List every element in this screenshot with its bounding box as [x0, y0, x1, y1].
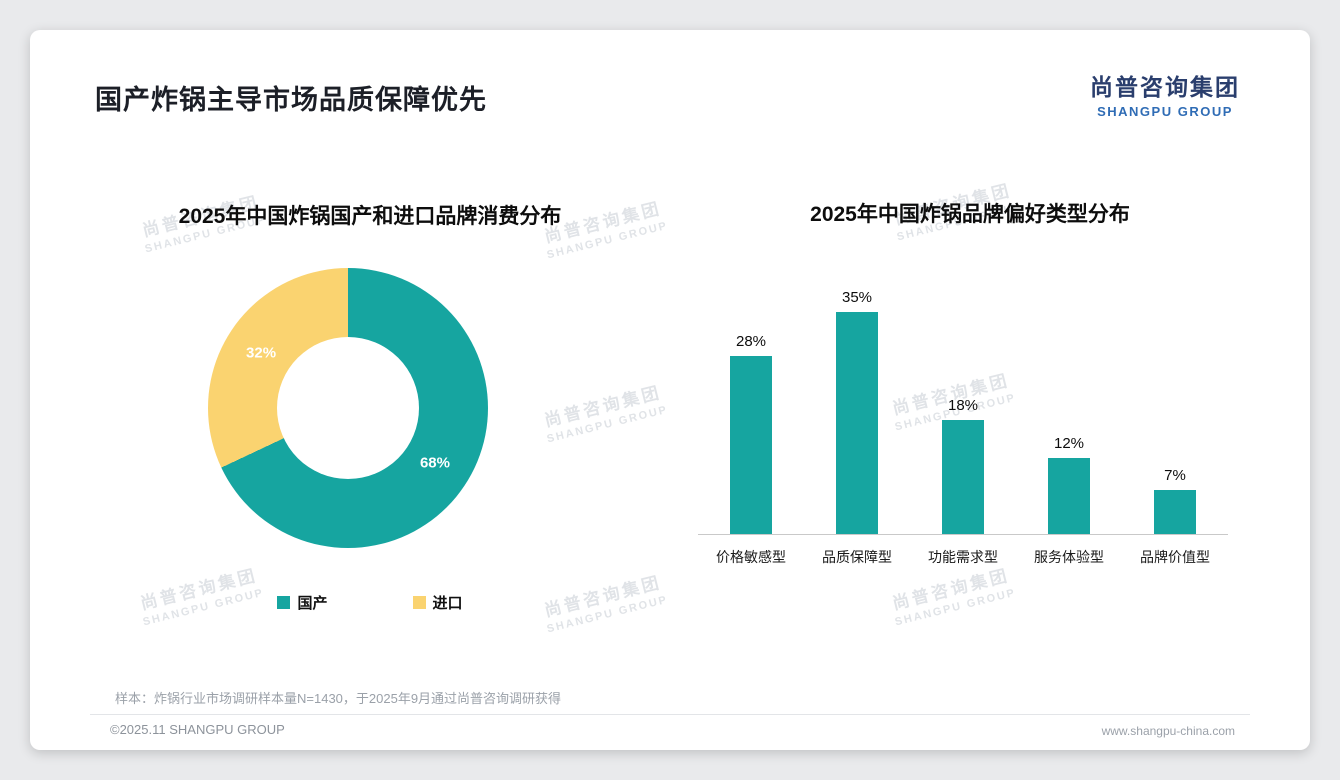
bar-chart-bars: 28% 35% 18% 12% 7% [698, 280, 1228, 535]
bar-chart-title: 2025年中国炸锅品牌偏好类型分布 [810, 203, 1130, 226]
bar [836, 312, 878, 534]
pie-slice-label: 32% [246, 344, 277, 362]
legend-swatch-imported [412, 596, 426, 609]
legend-item-imported: 进口 [412, 592, 463, 613]
donut-legend: 国产 进口 [50, 592, 690, 613]
slide-card: 尚普咨询集团 SHANGPU GROUP 尚普咨询集团 SHANGPU GROU… [30, 30, 1310, 750]
bar-category-label: 功能需求型 [928, 549, 998, 565]
watermark: 尚普咨询集团 SHANGPU GROUP [539, 378, 669, 446]
watermark-en-text: SHANGPU GROUP [545, 403, 670, 446]
bar [1048, 457, 1090, 534]
logo-cn-text: 尚普咨询集团 [1090, 74, 1240, 100]
bar-value-label: 28% [735, 333, 767, 351]
company-logo: 尚普咨询集团 SHANGPU GROUP [1090, 68, 1240, 119]
page-title: 国产炸锅主导市场品质保障优先 [95, 85, 487, 115]
bar-value-label: 35% [841, 289, 873, 306]
bar-column: 35% [804, 289, 910, 534]
bar-category-label: 品质保障型 [822, 549, 892, 565]
watermark-en-text: SHANGPU GROUP [893, 586, 1018, 629]
legend-label-imported: 进口 [432, 595, 463, 612]
bar [1154, 489, 1196, 534]
bar-value-label: 7% [1164, 466, 1186, 484]
legend-label-domestic: 国产 [297, 595, 328, 612]
bar-column: 12% [1016, 435, 1122, 534]
bar-column: 18% [910, 397, 1016, 534]
footer-website: www.shangpu-china.com [1101, 724, 1235, 738]
bar-chart-categories: 价格敏感型 品质保障型 功能需求型 服务体验型 品牌价值型 [698, 535, 1228, 567]
bar-category-label: 服务体验型 [1034, 549, 1104, 565]
bar-category-label: 品牌价值型 [1140, 549, 1210, 565]
watermark-cn-text: 尚普咨询集团 [890, 565, 1012, 614]
bar [730, 356, 772, 534]
footer-copyright: ©2025.11 SHANGPU GROUP [110, 722, 285, 737]
legend-swatch-domestic [277, 596, 291, 609]
sample-footnote: 样本：炸锅行业市场调研样本量N=1430，于2025年9月通过尚普咨询调研获得 [115, 691, 562, 706]
watermark: 尚普咨询集团 SHANGPU GROUP [887, 561, 1017, 629]
bar-column: 28% [698, 333, 804, 534]
bar-chart: 28% 35% 18% 12% 7% 价格敏感型 品质保障型 功能需求型 服务体验型 品牌价值型 [698, 280, 1228, 567]
bar-category-label: 价格敏感型 [716, 549, 786, 565]
donut-chart: 68% 32% [208, 268, 488, 548]
bar [942, 419, 984, 534]
logo-en-text: SHANGPU GROUP [1097, 104, 1233, 119]
bar-value-label: 12% [1053, 434, 1085, 452]
bar-column: 7% [1122, 467, 1228, 534]
bar-value-label: 18% [947, 396, 979, 414]
footer-divider [90, 714, 1250, 715]
legend-item-domestic: 国产 [277, 592, 328, 613]
watermark-cn-text: 尚普咨询集团 [542, 382, 664, 431]
pie-slice-label: 68% [419, 454, 450, 472]
donut-chart-title: 2025年中国炸锅国产和进口品牌消费分布 [178, 205, 562, 228]
